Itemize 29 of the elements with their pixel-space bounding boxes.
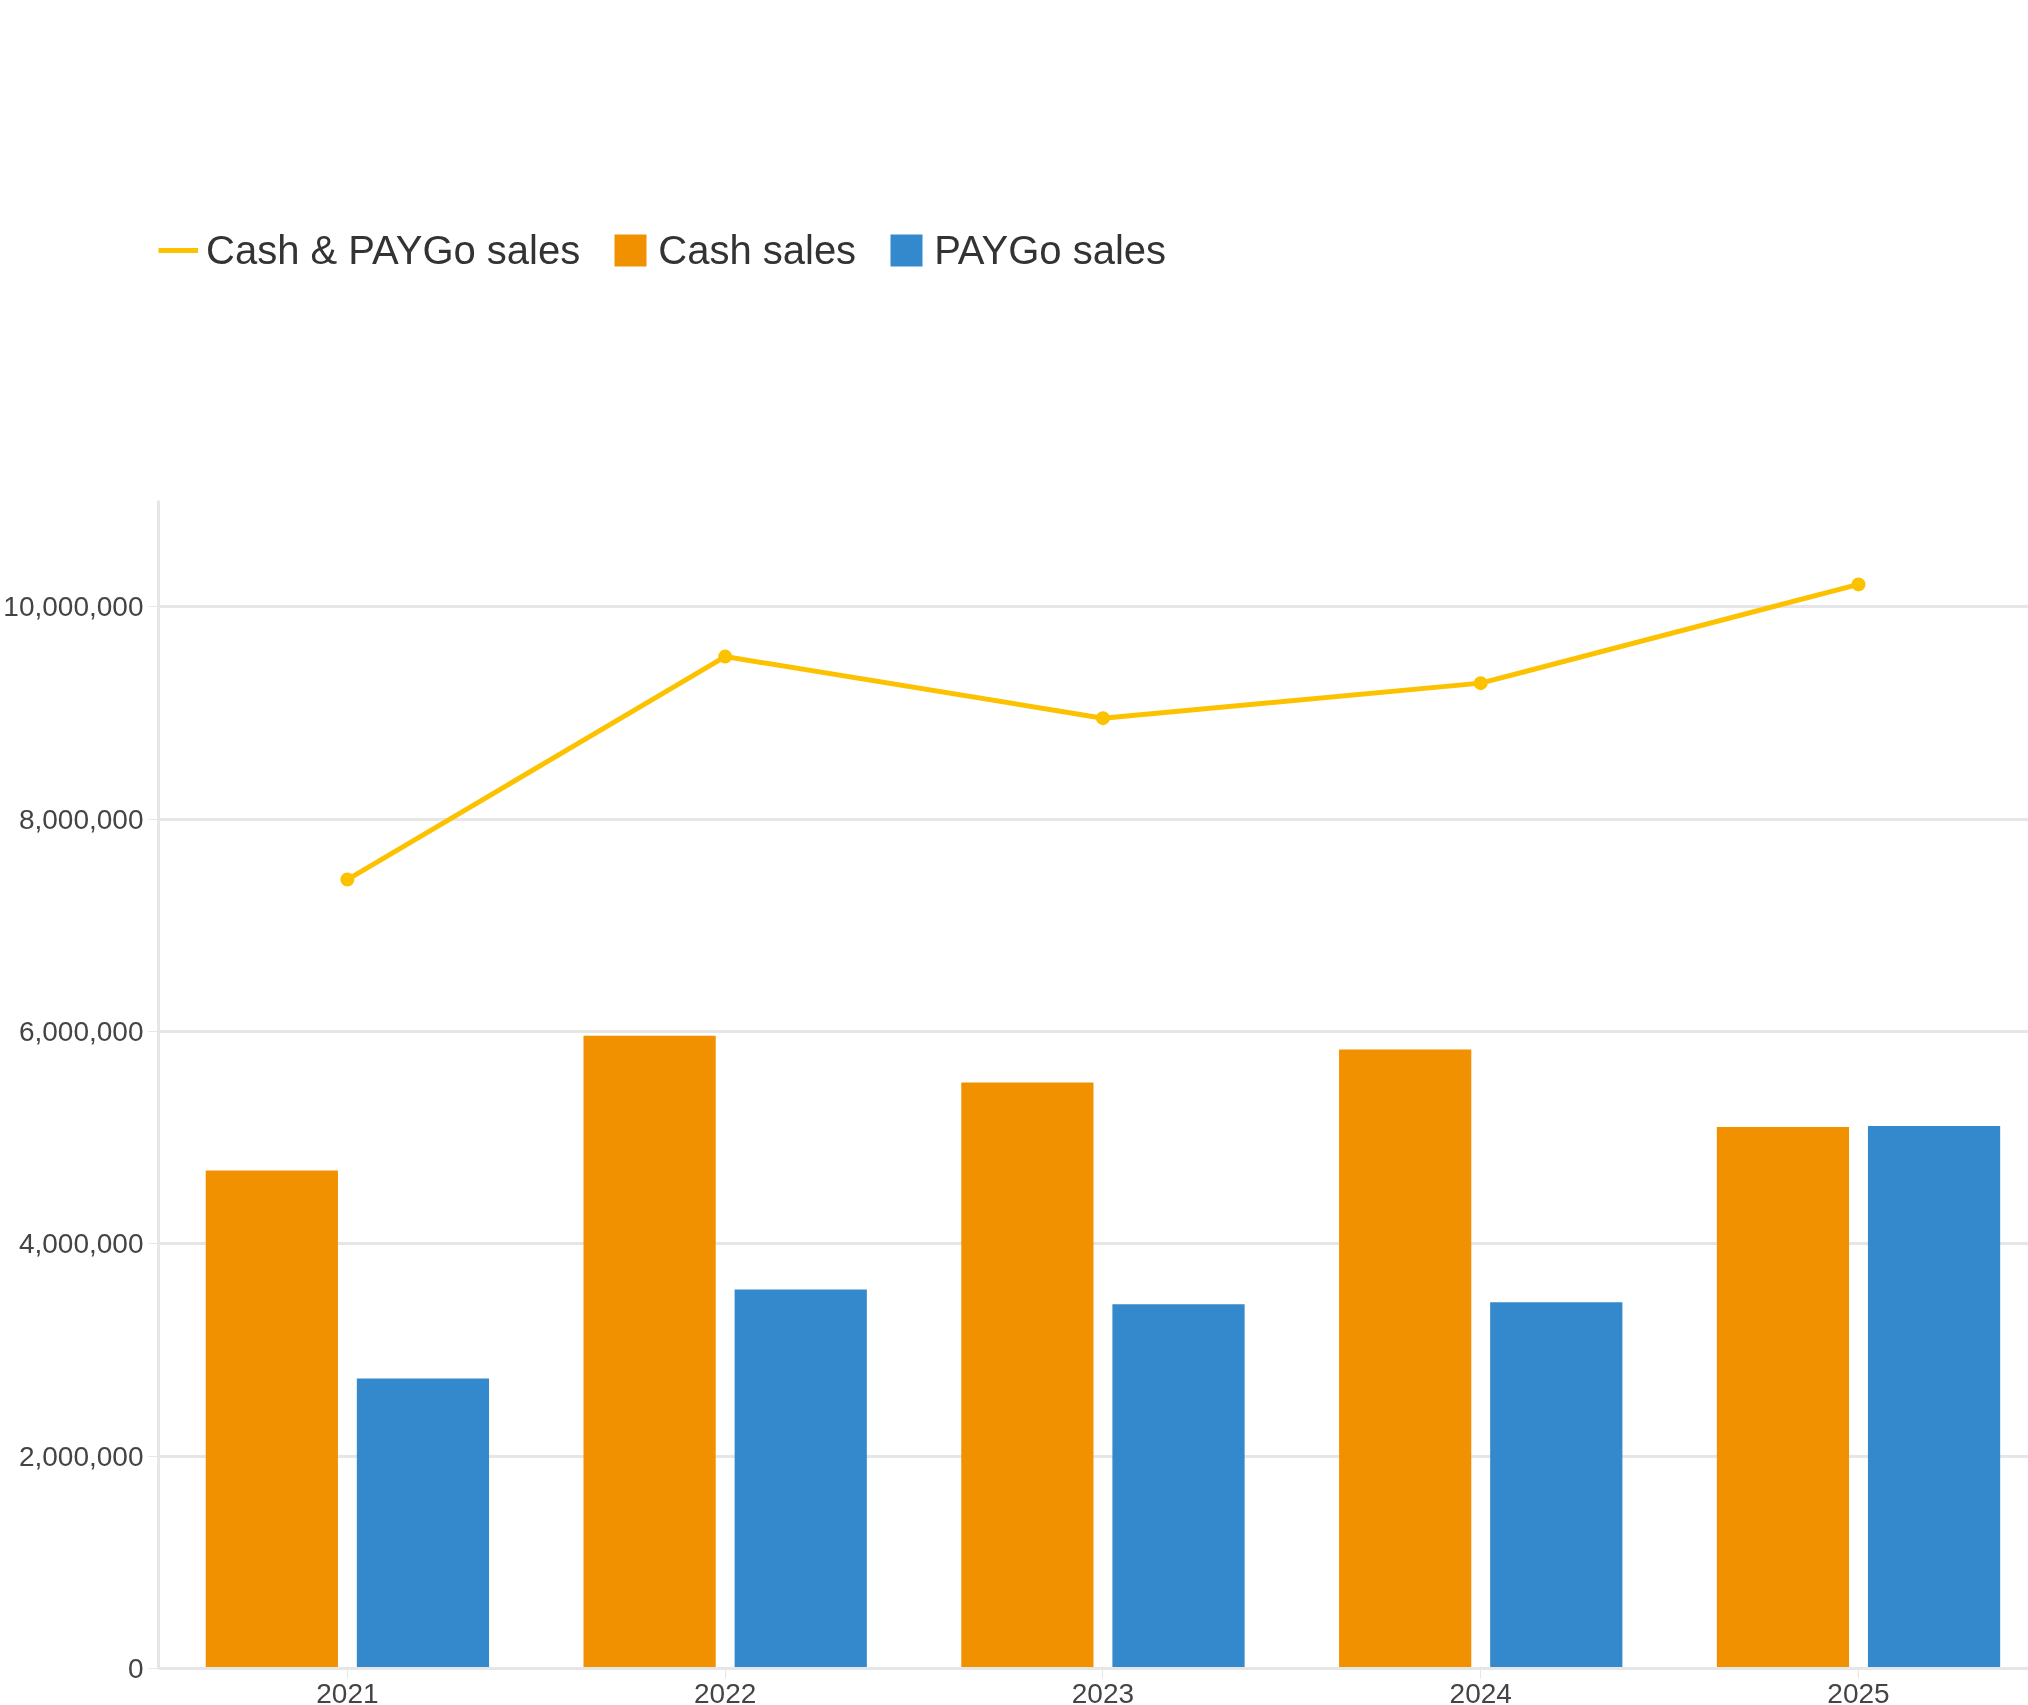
bar xyxy=(356,1378,490,1669)
y-tick-label: 0 xyxy=(127,1653,144,1684)
point xyxy=(1095,711,1110,726)
y-tick-label: 8,000,000 xyxy=(18,803,144,835)
legend-label: Cash sales xyxy=(658,227,857,273)
point xyxy=(718,649,733,664)
bar xyxy=(583,1035,716,1669)
x-tick-label: 2024 xyxy=(1449,1677,1512,1705)
legend-label: PAYGo sales xyxy=(934,227,1167,273)
bar xyxy=(1339,1049,1472,1669)
bar xyxy=(205,1170,338,1669)
bar xyxy=(961,1082,1094,1669)
bar xyxy=(1716,1126,1850,1669)
bar xyxy=(1867,1125,2001,1669)
y-tick-label: 10,000,000 xyxy=(3,591,144,623)
point xyxy=(340,872,355,887)
y-tick-label: 6,000,000 xyxy=(18,1015,144,1047)
point xyxy=(1851,577,1866,592)
x-tick-label: 2023 xyxy=(1071,1677,1135,1705)
y-tick-label: 2,000,000 xyxy=(18,1440,144,1472)
x-tick-label: 2022 xyxy=(694,1677,757,1705)
bar xyxy=(734,1289,867,1669)
legend-label: Cash & PAYGo sales xyxy=(206,227,581,273)
bar xyxy=(1112,1304,1245,1669)
x-tick-label: 2021 xyxy=(316,1677,379,1705)
bar xyxy=(1490,1302,1623,1669)
point xyxy=(1473,676,1488,691)
y-tick-label: 4,000,000 xyxy=(18,1228,144,1260)
x-tick-label: 2025 xyxy=(1827,1677,1890,1705)
